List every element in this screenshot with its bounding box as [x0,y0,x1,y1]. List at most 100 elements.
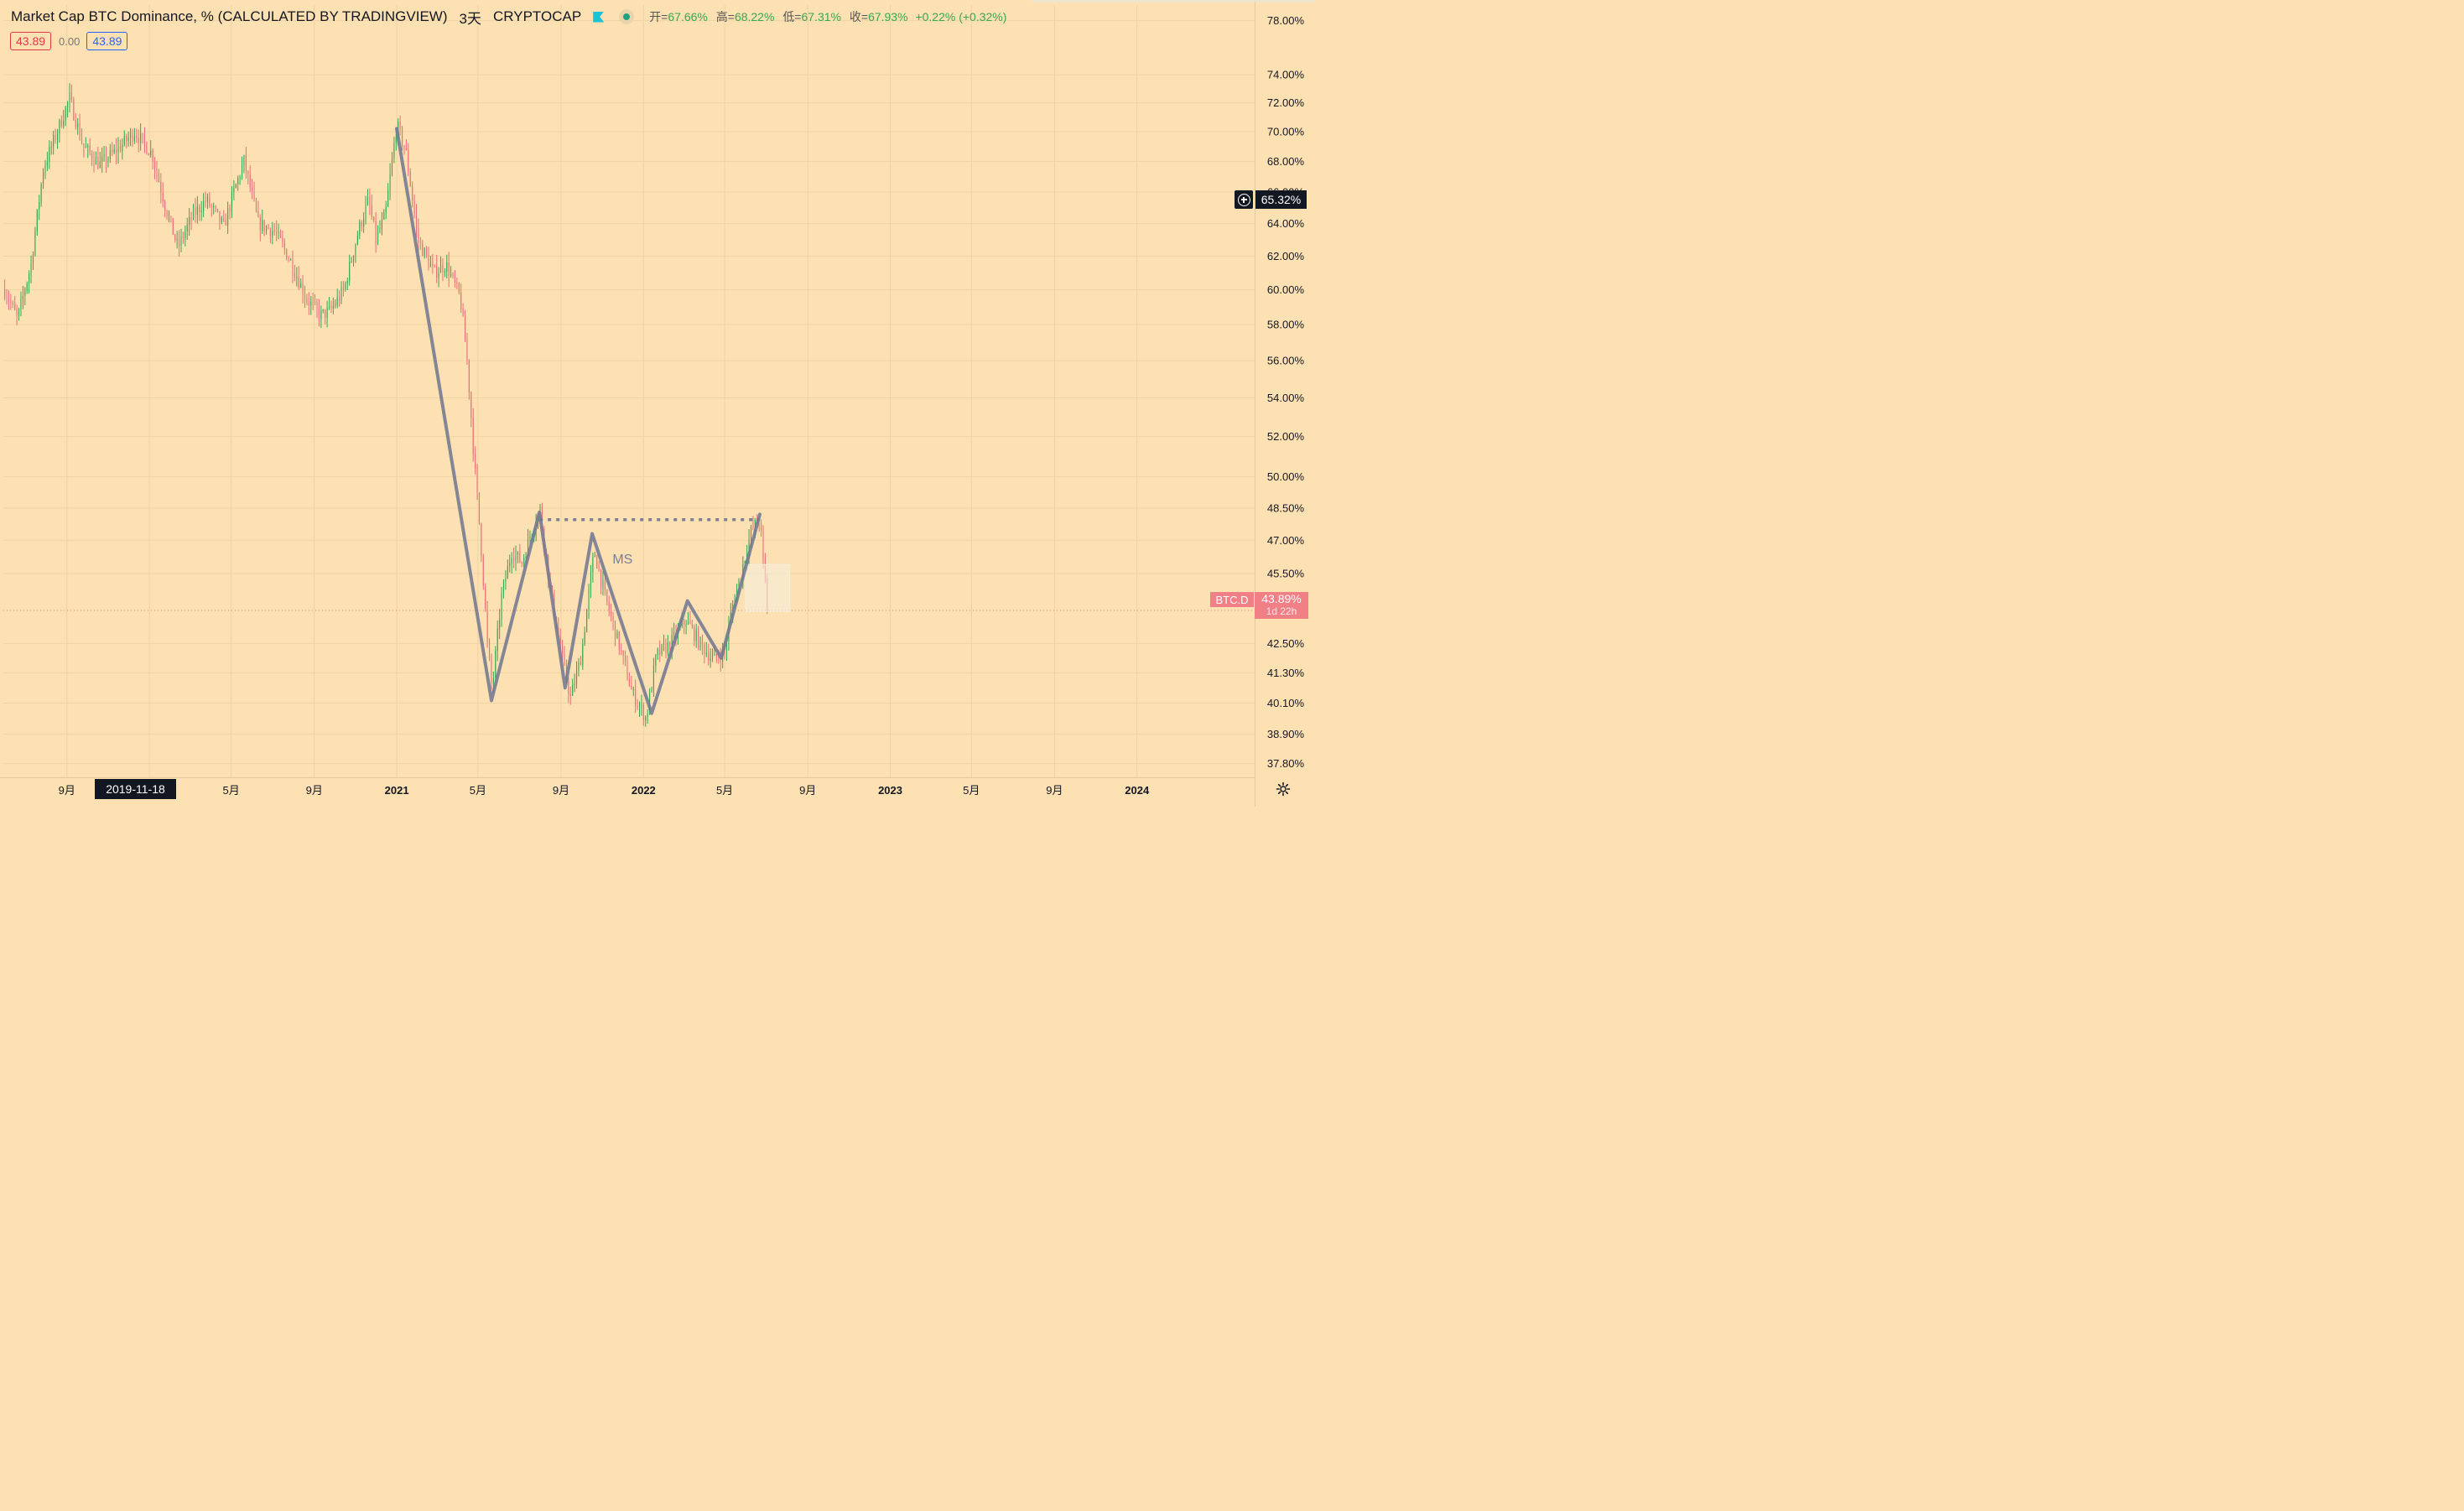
candle-body [306,299,308,303]
pattern-zigzag [395,127,762,715]
crosshair-date-label: 2019-11-18 [95,779,176,799]
candle-body [140,132,142,143]
candle-body [143,135,146,143]
candle-body [200,210,202,212]
candle-body [661,644,663,655]
candle-body [489,640,491,658]
candle-body [150,150,152,156]
candle-body [541,506,543,529]
ask-button[interactable]: 43.89 [86,32,128,50]
candle-body [387,190,389,207]
candle-body [645,716,647,720]
candle-body [89,145,91,153]
timeframe-label[interactable]: 3天 [459,10,481,27]
x-tick-label: 5月 [716,784,733,797]
candle-body [592,556,594,573]
candle-body [715,654,717,658]
candle-body [24,290,26,296]
candle-body [718,657,720,659]
y-tick-label: 52.00% [1267,430,1305,443]
y-tick-label: 37.80% [1267,757,1305,770]
candle-body [582,643,584,666]
candle-body [475,453,476,467]
add-alert-icon[interactable] [1235,190,1253,209]
candle-body [318,308,320,319]
candle-body [655,654,657,667]
candle-body [219,210,221,222]
candle-body [758,523,760,525]
candle-body [761,523,762,531]
candle-body [63,121,65,127]
candle-body [50,147,52,148]
plot-area [3,5,1255,777]
candle-body [101,157,103,162]
flag-icon[interactable] [593,11,605,23]
candle-body [470,392,472,418]
candle-body [186,225,188,232]
candle-body [748,539,750,555]
candle-body [332,305,334,309]
candle-body [725,641,728,651]
candle-body [189,217,190,226]
y-tick-label: 48.50% [1267,501,1305,514]
candle-body [499,619,501,629]
candle-body [476,466,478,493]
y-tick-label: 54.00% [1267,392,1305,404]
candle-body [136,136,138,138]
candle-body [744,561,746,564]
candle-body [192,207,195,220]
candle-body [269,228,271,236]
candle-body [302,283,304,295]
candle-body [180,236,182,247]
candle-body [16,309,18,315]
x-tick-label: 2021 [385,784,409,797]
candle-body [314,302,316,304]
candle-body [316,302,318,309]
crosshair-price-label: 65.32% [1235,190,1307,209]
candle-body [373,216,375,222]
candle-body [365,204,366,220]
y-tick-label: 38.90% [1267,728,1305,740]
candle-body [515,554,517,561]
candle-body [203,200,205,211]
candle-body [356,236,358,245]
price-chart[interactable]: 78.00%74.00%72.00%70.00%68.00%66.00%64.0… [0,0,1315,807]
candle-body [239,177,241,179]
candle-body [616,631,618,639]
symbol-title[interactable]: Market Cap BTC Dominance, % (CALCULATED … [11,8,448,24]
candle-body [93,159,95,165]
candle-body [77,123,79,127]
candle-body [705,652,707,655]
bid-button[interactable]: 43.89 [10,32,52,50]
candle-body [170,216,172,219]
candle-body [638,705,641,707]
candle-body [422,242,424,257]
candle-body [294,273,295,278]
candle-body [73,99,75,121]
candle-body [596,555,598,569]
candle-body [369,196,371,205]
candle-body [428,255,429,267]
candle-body [44,165,46,173]
candle-body [519,551,521,563]
y-tick-label: 78.00% [1267,14,1305,27]
candle-body [257,210,259,217]
candle-body [216,208,219,211]
settings-gear-icon[interactable] [1274,780,1292,798]
candle-body [588,589,590,610]
candle-body [361,222,362,227]
high-value: 68.22% [734,10,775,23]
candle-body [424,248,425,257]
x-tick-label: 9月 [799,784,816,797]
candle-body [429,263,431,267]
candle-body [569,693,571,696]
candle-body [75,120,76,127]
candle-body [366,196,369,205]
candle-body [245,155,247,172]
y-tick-label: 74.00% [1267,69,1305,81]
candle-body [70,92,72,100]
candle-body [466,341,468,361]
candle-body [572,684,574,696]
y-tick-label: 40.10% [1267,697,1305,709]
market-status-icon[interactable] [619,9,635,24]
